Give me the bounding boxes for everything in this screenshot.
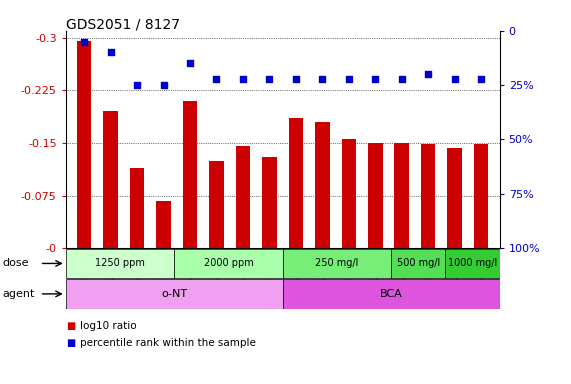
Text: 1250 ppm: 1250 ppm bbox=[95, 258, 145, 268]
Point bbox=[424, 71, 433, 77]
Bar bbox=[236, 146, 250, 248]
Bar bbox=[174, 249, 283, 278]
Point bbox=[477, 76, 486, 82]
Bar bbox=[262, 157, 277, 248]
Text: o-NT: o-NT bbox=[161, 289, 187, 299]
Bar bbox=[474, 144, 488, 248]
Text: agent: agent bbox=[3, 289, 35, 299]
Point bbox=[132, 82, 142, 88]
Text: 2000 ppm: 2000 ppm bbox=[203, 258, 254, 268]
Point bbox=[265, 76, 274, 82]
Text: 250 mg/l: 250 mg/l bbox=[315, 258, 359, 268]
Point bbox=[291, 76, 300, 82]
Bar bbox=[315, 122, 329, 248]
Bar bbox=[183, 101, 198, 248]
Bar bbox=[288, 118, 303, 248]
Bar bbox=[209, 161, 224, 248]
Bar bbox=[283, 279, 500, 308]
Text: dose: dose bbox=[3, 258, 29, 268]
Point bbox=[212, 76, 221, 82]
Text: 500 mg/l: 500 mg/l bbox=[397, 258, 440, 268]
Bar bbox=[395, 143, 409, 248]
Text: 1000 mg/l: 1000 mg/l bbox=[448, 258, 497, 268]
Point bbox=[159, 82, 168, 88]
Point bbox=[238, 76, 247, 82]
Bar bbox=[341, 139, 356, 248]
Text: BCA: BCA bbox=[380, 289, 403, 299]
Bar bbox=[156, 200, 171, 248]
Point bbox=[397, 76, 407, 82]
Point bbox=[344, 76, 353, 82]
Bar bbox=[66, 249, 174, 278]
Bar bbox=[77, 41, 91, 248]
Bar bbox=[368, 143, 383, 248]
Point bbox=[106, 50, 115, 56]
Point bbox=[450, 76, 459, 82]
Text: GDS2051 / 8127: GDS2051 / 8127 bbox=[66, 17, 180, 31]
Point bbox=[318, 76, 327, 82]
Point bbox=[186, 60, 195, 66]
Bar bbox=[391, 249, 445, 278]
Bar bbox=[421, 144, 436, 248]
Point bbox=[79, 38, 89, 45]
Bar bbox=[66, 279, 283, 308]
Text: log10 ratio: log10 ratio bbox=[80, 321, 136, 331]
Bar bbox=[447, 148, 462, 248]
Point bbox=[371, 76, 380, 82]
Text: ■: ■ bbox=[66, 321, 75, 331]
Text: ■: ■ bbox=[66, 338, 75, 348]
Bar bbox=[445, 249, 500, 278]
Text: percentile rank within the sample: percentile rank within the sample bbox=[80, 338, 256, 348]
Bar bbox=[130, 167, 144, 248]
Bar bbox=[283, 249, 391, 278]
Bar bbox=[103, 111, 118, 248]
